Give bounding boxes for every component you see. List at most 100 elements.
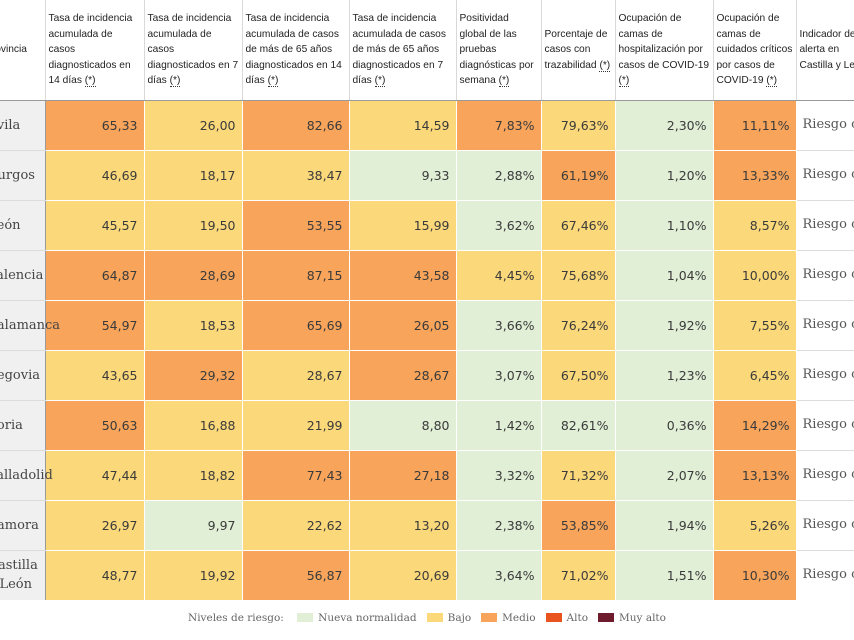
metric-cell: 18,17 [144, 150, 243, 201]
metric-cell: 45,57 [45, 200, 145, 251]
legend-item-normal: Nueva normalidad [297, 612, 417, 624]
metric-cell: 48,77 [45, 550, 145, 600]
table-row: Salamanca54,9718,5365,6926,053,66%76,24%… [0, 300, 854, 351]
legend-label: Medio [502, 612, 536, 624]
metric-cell: 10,30% [713, 550, 797, 600]
metric-cell: 15,99 [349, 200, 457, 251]
legend-title: Niveles de riesgo: [188, 612, 284, 624]
column-header-1: Tasa de incidencia acumulada de casos di… [45, 0, 145, 101]
legend-item-muyalto: Muy alto [598, 612, 666, 624]
footnote-marker[interactable]: (*) [766, 75, 778, 87]
alert-indicator-cell: Riesgo controlado [796, 400, 854, 451]
metric-cell: 1,94% [615, 500, 714, 551]
metric-cell: 65,69 [242, 300, 350, 351]
alert-indicator-cell: Riesgo controlado [796, 150, 854, 201]
metric-cell: 4,45% [456, 250, 542, 301]
province-cell: Burgos [0, 150, 46, 201]
metric-cell: 54,97 [45, 300, 145, 351]
metric-cell: 1,10% [615, 200, 714, 251]
metric-cell: 1,42% [456, 400, 542, 451]
province-cell: Ávila [0, 100, 46, 151]
footnote-marker[interactable]: (*) [599, 59, 611, 72]
column-header-0: Provincia [0, 0, 46, 101]
metric-cell: 53,85% [541, 500, 616, 551]
metric-cell: 38,47 [242, 150, 350, 201]
metric-cell: 9,33 [349, 150, 457, 201]
metric-cell: 47,44 [45, 450, 145, 501]
alert-indicator-cell: Riesgo controlado [796, 100, 854, 151]
column-header-5: Positividad global de las pruebas diagnó… [456, 0, 542, 101]
legend-label: Nueva normalidad [318, 612, 417, 624]
footnote-marker[interactable]: (*) [374, 75, 386, 87]
column-header-3: Tasa de incidencia acumulada de casos de… [242, 0, 350, 101]
column-header-4: Tasa de incidencia acumulada de casos de… [349, 0, 457, 101]
footnote-marker[interactable]: (*) [169, 75, 181, 87]
metric-cell: 22,62 [242, 500, 350, 551]
column-header-2: Tasa de incidencia acumulada de casos di… [144, 0, 243, 101]
metric-cell: 19,92 [144, 550, 243, 600]
footnote-marker[interactable]: (*) [618, 75, 630, 87]
province-cell: Palencia [0, 250, 46, 301]
province-cell: Soria [0, 400, 46, 451]
metric-cell: 1,20% [615, 150, 714, 201]
metric-cell: 2,30% [615, 100, 714, 151]
metric-cell: 82,61% [541, 400, 616, 451]
metric-cell: 8,80 [349, 400, 457, 451]
metric-cell: 3,32% [456, 450, 542, 501]
metric-cell: 46,69 [45, 150, 145, 201]
metric-cell: 1,23% [615, 350, 714, 401]
metric-cell: 75,68% [541, 250, 616, 301]
footnote-marker[interactable]: (*) [84, 75, 96, 87]
alert-indicator-cell: Riesgo controlado [796, 550, 854, 600]
table-row: León45,5719,5053,5515,993,62%67,46%1,10%… [0, 200, 854, 251]
metric-cell: 10,00% [713, 250, 797, 301]
column-header-label: Ocupación de camas de cuidados críticos … [716, 13, 793, 86]
legend-label: Alto [566, 612, 589, 624]
column-header-8: Ocupación de camas de cuidados críticos … [713, 0, 797, 101]
metric-cell: 56,87 [242, 550, 350, 600]
metric-cell: 3,66% [456, 300, 542, 351]
footnote-marker[interactable]: (*) [267, 75, 279, 87]
table-row: Burgos46,6918,1738,479,332,88%61,19%1,20… [0, 150, 854, 201]
metric-cell: 71,32% [541, 450, 616, 501]
footnote-marker[interactable]: (*) [498, 75, 510, 87]
metric-cell: 77,43 [242, 450, 350, 501]
metric-cell: 29,32 [144, 350, 243, 401]
metric-cell: 43,58 [349, 250, 457, 301]
metric-cell: 67,50% [541, 350, 616, 401]
province-cell: Valladolid [0, 450, 53, 501]
column-header-label: Porcentaje de casos con trazabilidad [544, 28, 608, 71]
column-header-label: Tasa de incidencia acumulada de casos de… [352, 13, 446, 86]
metric-cell: 0,36% [615, 400, 714, 451]
metric-cell: 3,64% [456, 550, 542, 600]
metric-cell: 2,07% [615, 450, 714, 501]
legend-swatch [297, 612, 314, 622]
table-header-row: Provincia Tasa de incidencia acumulada de… [0, 0, 854, 101]
metric-cell: 28,69 [144, 250, 243, 301]
legend-swatch [598, 612, 615, 622]
metric-cell: 28,67 [349, 350, 457, 401]
metric-cell: 8,57% [713, 200, 797, 251]
province-cell: Castilla y León [0, 550, 46, 600]
metric-cell: 16,88 [144, 400, 243, 451]
risk-table-container: Provincia Tasa de incidencia acumulada de… [0, 0, 854, 600]
legend-swatch [426, 612, 443, 622]
metric-cell: 11,11% [713, 100, 797, 151]
metric-cell: 43,65 [45, 350, 145, 401]
column-header-label: Ocupación de camas de hospitalización po… [618, 13, 710, 71]
alert-indicator-cell: Riesgo controlado [796, 500, 854, 551]
column-header-label: Tasa de incidencia acumulada de casos di… [48, 13, 133, 86]
metric-cell: 6,45% [713, 350, 797, 401]
province-cell: Salamanca [0, 300, 60, 351]
metric-cell: 26,97 [45, 500, 145, 551]
metric-cell: 65,33 [45, 100, 145, 151]
metric-cell: 19,50 [144, 200, 243, 251]
metric-cell: 82,66 [242, 100, 350, 151]
column-header-label: Provincia [0, 44, 27, 55]
metric-cell: 50,63 [45, 400, 145, 451]
metric-cell: 13,20 [349, 500, 457, 551]
column-header-label: Tasa de incidencia acumulada de casos di… [147, 13, 239, 86]
table-row: Castilla y León48,7719,9256,8720,693,64%… [0, 550, 854, 600]
column-header-label: Positividad global de las pruebas diagnó… [459, 13, 534, 86]
alert-indicator-cell: Riesgo controlado [796, 450, 854, 501]
